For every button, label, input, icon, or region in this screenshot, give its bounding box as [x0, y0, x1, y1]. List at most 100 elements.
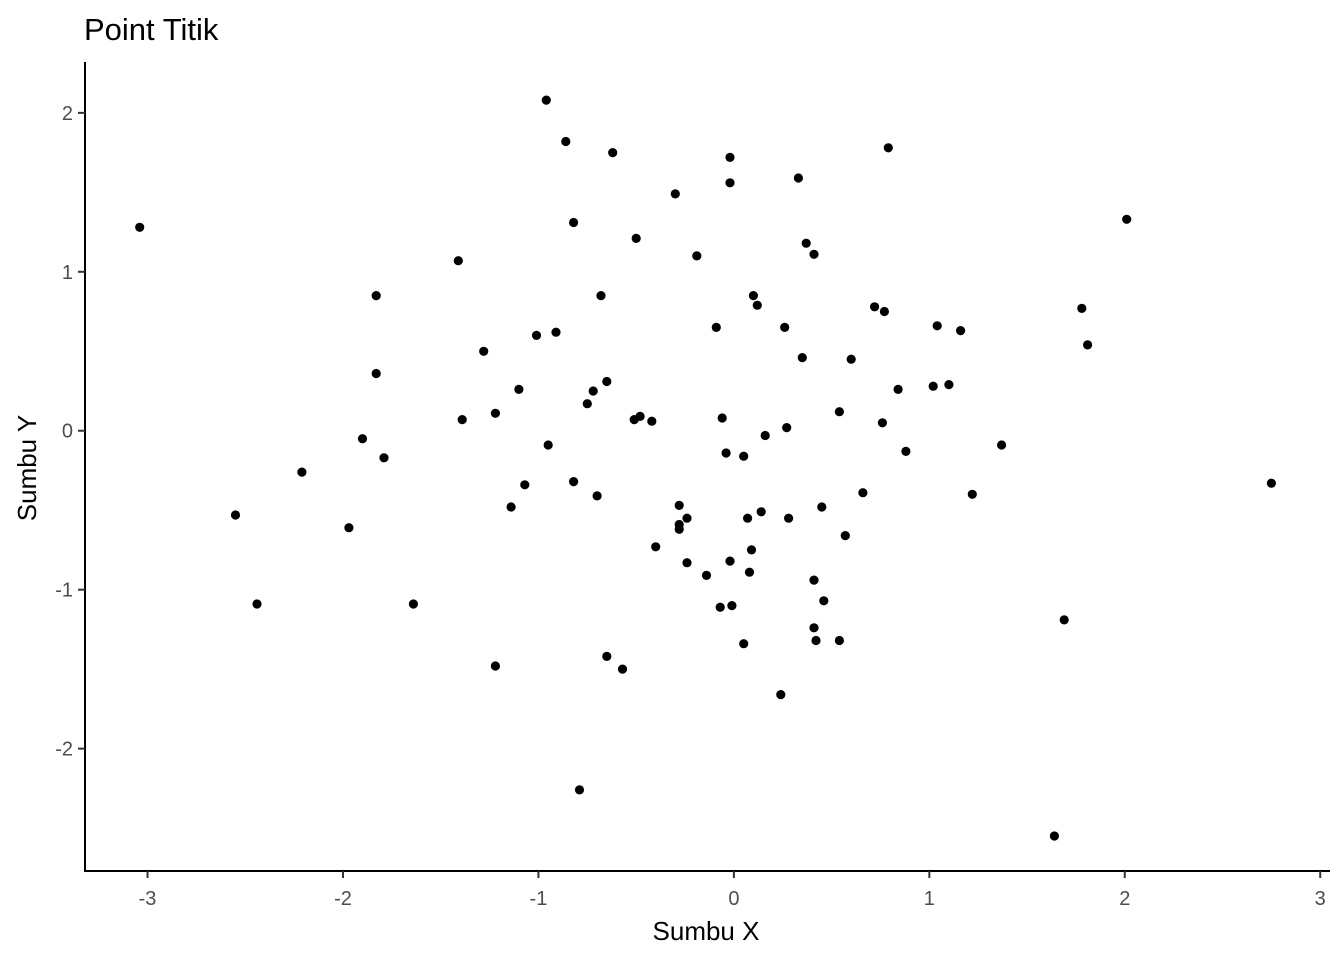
- y-ticks: -2 -1 0 1 2: [55, 103, 85, 761]
- data-point: [602, 651, 612, 662]
- data-point: [453, 256, 463, 266]
- data-point: [608, 148, 618, 158]
- data-point: [944, 380, 954, 390]
- x-axis-title: Sumbu X: [653, 916, 760, 946]
- points-layer: [135, 95, 1276, 841]
- data-point: [932, 321, 942, 331]
- data-point: [674, 500, 684, 510]
- data-point: [479, 346, 489, 356]
- data-point: [744, 567, 755, 577]
- data-point: [692, 251, 702, 261]
- data-point: [569, 477, 579, 487]
- data-point: [997, 440, 1007, 450]
- data-point: [490, 408, 500, 418]
- data-point: [379, 453, 389, 463]
- data-point: [297, 467, 307, 477]
- data-point: [967, 489, 977, 499]
- data-point: [780, 322, 790, 332]
- data-point: [727, 601, 737, 611]
- data-point: [574, 785, 585, 795]
- data-point: [531, 330, 542, 340]
- data-point: [834, 407, 845, 417]
- data-point: [956, 326, 966, 336]
- data-point: [682, 513, 692, 523]
- data-point: [371, 291, 381, 301]
- data-point: [809, 623, 819, 633]
- data-point: [725, 152, 735, 162]
- y-tick-label: -1: [55, 580, 73, 602]
- data-point: [541, 95, 551, 105]
- data-point: [711, 322, 721, 332]
- data-point: [893, 384, 903, 394]
- y-tick-label: 0: [62, 421, 73, 443]
- data-point: [561, 136, 571, 147]
- data-point: [901, 446, 911, 456]
- data-point: [569, 217, 579, 228]
- data-point: [752, 300, 762, 310]
- x-tick-label: 3: [1315, 888, 1326, 910]
- data-point: [651, 542, 661, 552]
- data-point: [1083, 340, 1093, 350]
- data-point: [858, 488, 868, 498]
- x-tick-label: 0: [728, 888, 739, 910]
- data-point: [743, 513, 753, 523]
- data-point: [748, 291, 759, 301]
- y-tick-label: 2: [62, 103, 73, 125]
- data-point: [582, 399, 592, 409]
- data-point: [252, 599, 262, 609]
- data-point: [725, 556, 735, 566]
- data-point: [793, 173, 804, 183]
- data-point: [617, 664, 628, 674]
- data-point: [721, 448, 731, 458]
- data-point: [784, 513, 794, 523]
- data-point: [701, 570, 712, 581]
- data-point: [846, 354, 856, 364]
- data-point: [135, 222, 145, 232]
- x-tick-label: -2: [334, 888, 352, 910]
- data-point: [1059, 615, 1069, 625]
- data-point: [725, 178, 735, 188]
- data-point: [809, 575, 819, 585]
- y-axis-title: Sumbu Y: [12, 415, 42, 521]
- data-point: [819, 596, 829, 606]
- data-point: [596, 291, 606, 301]
- data-point: [1122, 214, 1132, 224]
- data-point: [870, 302, 880, 312]
- chart-title: Point Titik: [84, 12, 219, 47]
- x-tick-label: 1: [924, 888, 935, 910]
- data-point: [520, 480, 530, 490]
- data-point: [514, 384, 524, 394]
- data-point: [1077, 303, 1087, 313]
- data-point: [746, 545, 757, 555]
- data-point: [506, 502, 516, 512]
- data-point: [670, 189, 680, 199]
- data-point: [647, 416, 657, 426]
- data-point: [809, 249, 819, 259]
- data-point: [811, 635, 821, 646]
- data-point: [682, 558, 692, 568]
- data-point: [490, 661, 500, 671]
- x-tick-label: 2: [1119, 888, 1130, 910]
- data-point: [883, 143, 893, 153]
- data-point: [344, 523, 354, 533]
- data-point: [879, 306, 890, 317]
- data-point: [776, 690, 786, 700]
- data-point: [543, 440, 553, 450]
- data-point: [756, 507, 766, 517]
- data-point: [357, 434, 368, 444]
- data-point: [408, 599, 418, 609]
- data-point: [715, 602, 725, 612]
- data-point: [717, 413, 727, 423]
- data-point: [371, 368, 381, 379]
- x-ticks: -3 -2 -1 0 1 2 3: [139, 871, 1326, 910]
- x-tick-label: -3: [139, 888, 157, 910]
- data-point: [1049, 831, 1059, 841]
- data-point: [834, 635, 845, 646]
- data-point: [840, 531, 850, 541]
- data-point: [588, 386, 598, 396]
- data-point: [782, 423, 792, 433]
- data-point: [602, 376, 612, 387]
- data-point: [230, 510, 241, 520]
- data-point: [1266, 478, 1276, 488]
